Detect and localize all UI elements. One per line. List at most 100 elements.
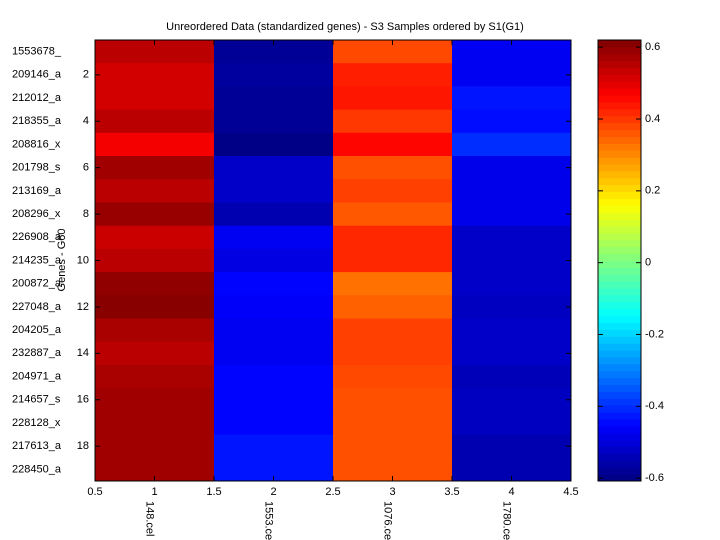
chart-title: Unreordered Data (standardized genes) - … — [166, 21, 524, 33]
row-label: 208816_x — [12, 138, 61, 150]
heatmap-cell — [214, 457, 334, 482]
x-tick-label: 3 — [389, 486, 395, 498]
heatmap-cell — [452, 40, 572, 64]
heatmap-cell — [95, 179, 215, 203]
heatmap-cell — [452, 63, 572, 87]
y-tick-label: 10 — [77, 254, 89, 266]
heatmap-cell — [452, 109, 572, 134]
colorbar-swatch — [598, 198, 641, 206]
heatmap-cell — [214, 202, 334, 227]
colorbar-tick-label: 0.2 — [645, 185, 660, 197]
heatmap-cell — [214, 388, 334, 412]
y-tick-label: 4 — [83, 115, 89, 127]
heatmap-cell — [95, 457, 215, 482]
colorbar-swatch — [598, 288, 641, 296]
colorbar-swatch — [598, 370, 641, 379]
colorbar-swatch — [598, 315, 641, 324]
colorbar-swatch — [598, 74, 641, 82]
colorbar-swatch — [598, 102, 641, 110]
colorbar-swatch — [598, 356, 641, 365]
heatmap-cell — [452, 248, 572, 273]
heatmap-cell — [333, 434, 453, 459]
row-label: 204205_a — [12, 324, 62, 336]
colorbar-swatch — [598, 205, 641, 213]
heatmap-cell — [95, 434, 215, 459]
heatmap-cell — [452, 341, 572, 366]
row-label: 228128_x — [12, 417, 61, 429]
colorbar-swatch — [598, 322, 641, 330]
colorbar-tick-label: -0.2 — [645, 328, 664, 340]
colorbar-swatch — [598, 467, 641, 475]
heatmap-cell — [95, 388, 215, 412]
colorbar-swatch — [598, 157, 641, 165]
row-label: 228450_a — [12, 463, 62, 475]
x-category-label: 148.cel — [144, 501, 156, 536]
colorbar-swatch — [598, 170, 641, 179]
heatmap-cell — [333, 179, 453, 203]
colorbar-swatch — [598, 232, 641, 241]
colorbar-swatch — [598, 67, 641, 75]
heatmap-cell — [333, 457, 453, 482]
colorbar-swatch — [598, 212, 641, 220]
colorbar-swatch — [598, 336, 641, 344]
colorbar-swatch — [598, 191, 641, 199]
heatmap-cell — [333, 202, 453, 227]
heatmap-cell — [214, 364, 334, 389]
heatmap-cell — [333, 63, 453, 87]
colorbar-swatch — [598, 108, 641, 117]
colorbar-swatch — [598, 129, 641, 137]
colorbar-swatch — [598, 384, 641, 392]
colorbar-swatch — [598, 177, 641, 186]
heatmap-cell — [452, 457, 572, 482]
heatmap-cell — [214, 341, 334, 366]
heatmap-cell — [452, 318, 572, 343]
heatmap-cell — [95, 225, 215, 250]
row-label: 214235_a — [12, 254, 62, 266]
colorbar-swatch — [598, 274, 641, 282]
colorbar-swatch — [598, 446, 641, 454]
heatmap-cell — [452, 272, 572, 296]
heatmap-cell — [95, 248, 215, 273]
colorbar-swatch — [598, 226, 641, 234]
colorbar-swatch — [598, 343, 641, 351]
row-label: 217613_a — [12, 440, 62, 452]
colorbar-swatch — [598, 267, 641, 275]
colorbar-swatch — [598, 281, 641, 289]
colorbar-swatch — [598, 329, 641, 337]
colorbar-swatch — [598, 453, 641, 461]
colorbar-swatch — [598, 418, 641, 427]
heatmap-cell — [214, 434, 334, 459]
colorbar-swatch — [598, 253, 641, 261]
heatmap-cell — [333, 388, 453, 412]
row-label: 1553678_ — [12, 46, 62, 58]
x-tick-label: 3.5 — [444, 486, 459, 498]
heatmap-cell — [333, 225, 453, 250]
x-tick-label: 1.5 — [206, 486, 221, 498]
heatmap-cell — [214, 156, 334, 180]
colorbar-tick-label: 0 — [645, 257, 651, 269]
colorbar-swatch — [598, 412, 641, 420]
heatmap-cell — [452, 225, 572, 250]
heatmap-cell — [452, 411, 572, 436]
heatmap-cell — [214, 40, 334, 64]
colorbar-swatch — [598, 377, 641, 386]
heatmap-cell — [214, 295, 334, 320]
heatmap-cell — [452, 86, 572, 111]
colorbar-swatch — [598, 239, 641, 248]
colorbar-swatch — [598, 363, 641, 372]
heatmap-cell — [95, 341, 215, 366]
heatmap-cell — [214, 179, 334, 203]
y-tick-label: 16 — [77, 394, 89, 406]
heatmap-cell — [333, 248, 453, 273]
y-axis-label: Genes - G60 — [56, 229, 68, 292]
colorbar-swatch — [598, 405, 641, 413]
heatmap-cell — [95, 202, 215, 227]
y-tick-label: 8 — [83, 208, 89, 220]
colorbar-tick-label: 0.6 — [645, 41, 660, 53]
y-tick-label: 12 — [77, 301, 89, 313]
heatmap-cell — [95, 364, 215, 389]
heatmap-cell — [214, 132, 334, 157]
row-label: 209146_a — [12, 69, 62, 81]
heatmap-cell — [95, 156, 215, 180]
heatmap-cell — [214, 86, 334, 111]
